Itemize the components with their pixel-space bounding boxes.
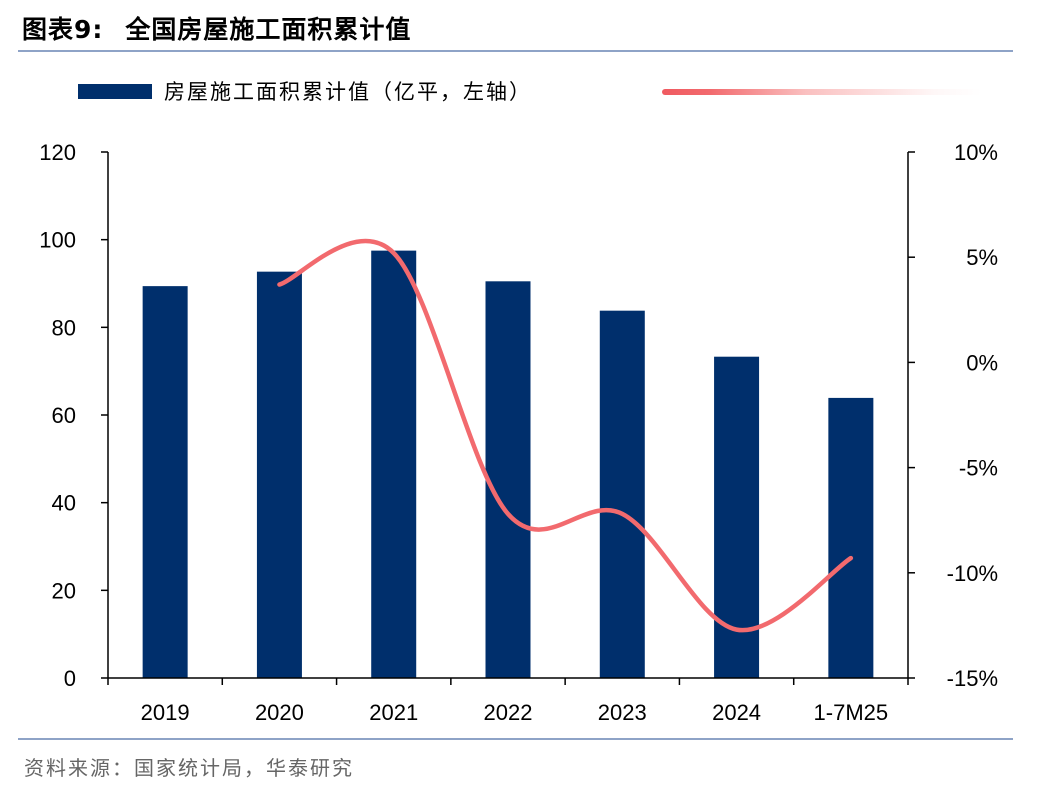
x-tick-label: 2023 [598, 700, 647, 725]
left-tick-label: 100 [39, 228, 76, 253]
legend-bar-swatch [78, 83, 152, 99]
figure-title: 图表9: 全国房屋施工面积累计值 [22, 10, 411, 46]
top-divider [18, 50, 1013, 52]
x-tick-label: 2024 [712, 700, 761, 725]
x-tick-label: 2022 [484, 700, 533, 725]
bar-2023 [599, 310, 645, 678]
x-tick-label: 1-7M25 [814, 700, 889, 725]
bar-2021 [371, 250, 417, 678]
bar-2022 [485, 281, 531, 678]
legend-line-swatch [662, 89, 982, 95]
figure-number: 图表9: [22, 15, 104, 44]
right-tick-label: 10% [954, 140, 998, 165]
right-tick-label: -5% [959, 456, 998, 481]
source-note: 资料来源：国家统计局，华泰研究 [24, 756, 354, 780]
left-tick-label: 60 [52, 403, 76, 428]
figure-title-text: 全国房屋施工面积累计值 [125, 15, 412, 44]
right-tick-label: -15% [947, 666, 998, 691]
bottom-divider [18, 738, 1013, 740]
chart-legend: 房屋施工面积累计值（亿平，左轴） [78, 74, 532, 108]
growth-line [277, 238, 854, 633]
left-tick-label: 120 [39, 140, 76, 165]
bar-1-7M25 [828, 397, 874, 678]
right-tick-label: 0% [966, 350, 998, 375]
x-tick-label: 2019 [141, 700, 190, 725]
bar-2020 [256, 271, 302, 678]
legend-bar-label: 房屋施工面积累计值（亿平，左轴） [164, 80, 532, 104]
bar-2019 [142, 286, 188, 678]
left-tick-label: 20 [52, 578, 76, 603]
right-tick-label: -10% [947, 561, 998, 586]
x-tick-label: 2020 [255, 700, 304, 725]
left-tick-label: 40 [52, 491, 76, 516]
left-tick-label: 0 [64, 666, 76, 691]
right-tick-label: 5% [966, 245, 998, 270]
left-tick-label: 80 [52, 315, 76, 340]
x-tick-label: 2021 [369, 700, 418, 725]
